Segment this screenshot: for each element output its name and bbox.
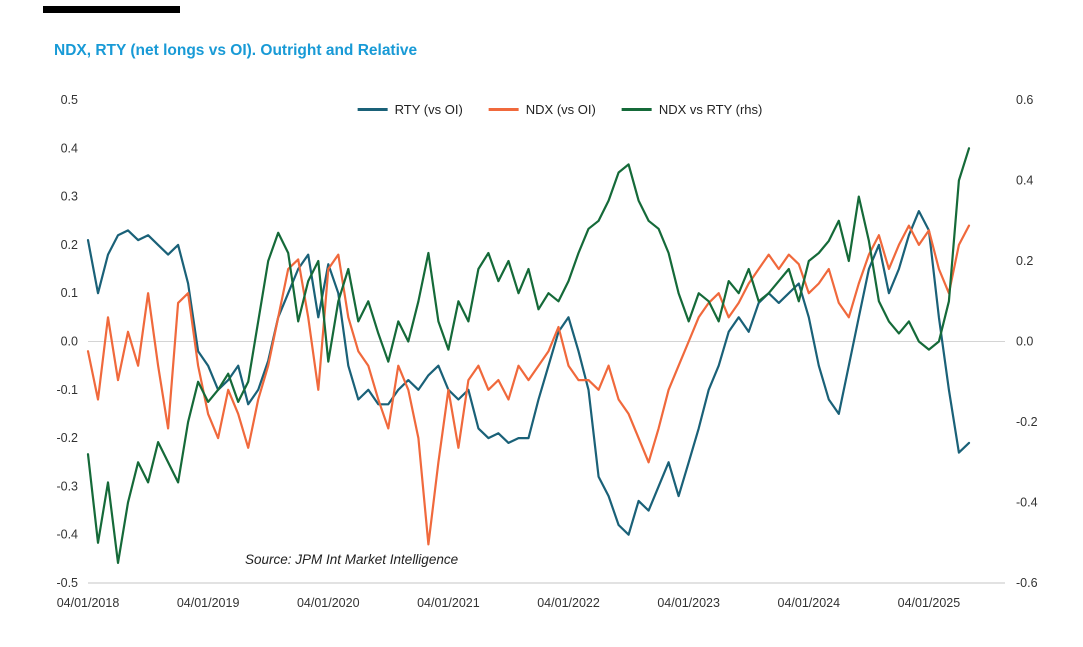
x-axis-tick: 04/01/2019 [177,596,240,610]
x-axis-tick: 04/01/2025 [898,596,961,610]
left-axis-tick: 0.2 [61,238,78,252]
left-axis-tick: -0.4 [56,528,78,542]
right-axis-tick: -0.2 [1016,415,1038,429]
left-axis-labels: 0.5 0.4 0.3 0.2 0.1 0.0 -0.1 -0.2 -0.3 -0.4 -0.5 [56,93,78,590]
left-axis-tick: -0.3 [56,479,78,493]
series-line-ndx-vs-rty-rhs- [86,147,971,564]
x-axis-tick: 04/01/2020 [297,596,360,610]
left-axis-tick: -0.1 [56,383,78,397]
series-lines [86,147,971,564]
x-axis-tick: 04/01/2023 [657,596,720,610]
left-axis-tick: -0.5 [56,576,78,590]
legend-label: NDX (vs OI) [525,102,596,117]
legend-item: NDX vs RTY (rhs) [621,102,763,117]
right-axis-tick: 0.6 [1016,93,1033,107]
right-axis-tick: 0.4 [1016,174,1033,188]
legend-label: NDX vs RTY (rhs) [658,102,763,117]
chart-area: 0.5 0.4 0.3 0.2 0.1 0.0 -0.1 -0.2 -0.3 -0.4 -0.5 0… [0,70,1083,630]
legend-item: NDX (vs OI) [488,102,596,117]
series-line-ndx-vs-oi- [86,224,971,546]
left-axis-tick: 0.0 [61,335,78,349]
x-axis-labels: 04/01/2018 04/01/2019 04/01/2020 04/01/2021… [57,596,961,610]
left-axis-tick: 0.5 [61,93,78,107]
x-axis-tick: 04/01/2024 [778,596,841,610]
x-axis-tick: 04/01/2018 [57,596,120,610]
legend-swatch [488,108,519,111]
x-axis-tick: 04/01/2021 [417,596,480,610]
line-chart: 0.5 0.4 0.3 0.2 0.1 0.0 -0.1 -0.2 -0.3 -0.4 -0.5 0… [56,93,1038,610]
legend-item: RTY (vs OI) [357,102,463,117]
right-axis-tick: -0.4 [1016,496,1038,510]
top-accent-bar [43,6,180,13]
left-axis-tick: 0.3 [61,190,78,204]
gridlines [88,341,1005,584]
left-axis-tick: 0.4 [61,141,78,155]
x-axis-tick: 04/01/2022 [537,596,600,610]
legend: RTY (vs OI) NDX (vs OI) NDX vs RTY (rhs) [357,102,763,117]
series-line-rty-vs-oi- [86,210,971,536]
chart-title: NDX, RTY (net longs vs OI). Outright and… [54,42,418,59]
right-axis-tick: 0.2 [1016,254,1033,268]
legend-swatch [357,108,388,111]
left-axis-tick: 0.1 [61,286,78,300]
right-axis-tick: 0.0 [1016,335,1033,349]
legend-swatch [621,108,652,111]
legend-label: RTY (vs OI) [394,102,463,117]
right-axis-labels: 0.6 0.4 0.2 0.0 -0.2 -0.4 -0.6 [1016,93,1038,590]
right-axis-tick: -0.6 [1016,576,1038,590]
source-note: Source: JPM Int Market Intelligence [245,552,459,567]
left-axis-tick: -0.2 [56,431,78,445]
